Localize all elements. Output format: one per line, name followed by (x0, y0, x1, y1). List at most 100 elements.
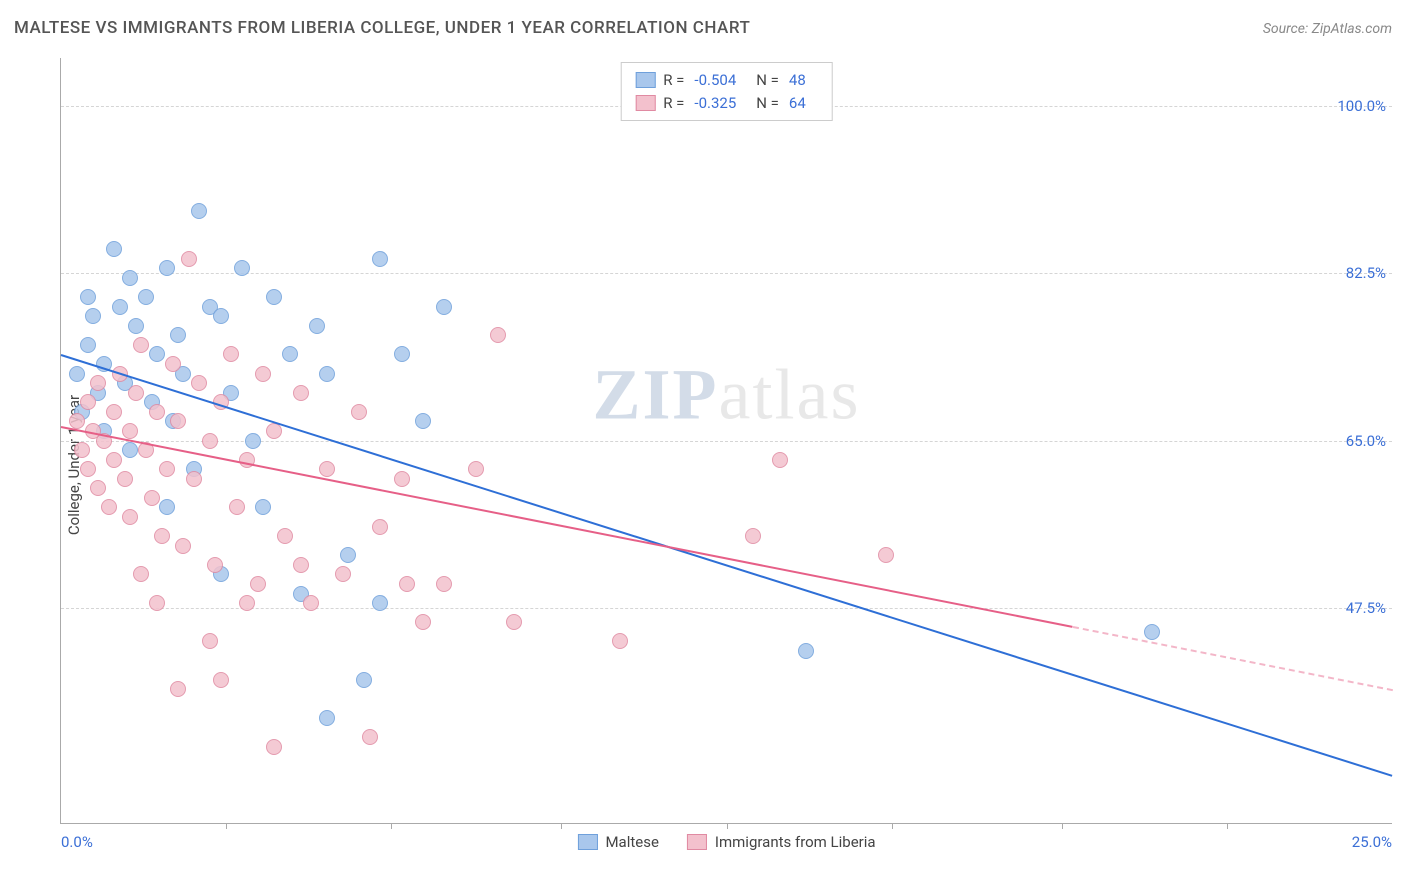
legend-series-label: Immigrants from Liberia (715, 833, 876, 851)
scatter-point (372, 595, 388, 611)
trend-line (61, 426, 1073, 628)
scatter-point (202, 433, 218, 449)
scatter-point (74, 442, 90, 458)
legend-stat-row: R = -0.504 N = 48 (635, 69, 818, 92)
scatter-point (149, 346, 165, 362)
scatter-point (436, 576, 452, 592)
scatter-point (436, 299, 452, 315)
gridline-h (61, 608, 1392, 609)
scatter-point (372, 519, 388, 535)
r-value: -0.325 (694, 92, 736, 115)
scatter-point (223, 346, 239, 362)
scatter-point (394, 346, 410, 362)
scatter-point (213, 308, 229, 324)
scatter-point (154, 528, 170, 544)
scatter-point (245, 433, 261, 449)
x-tick-mark (1062, 823, 1063, 829)
scatter-point (362, 729, 378, 745)
scatter-point (122, 509, 138, 525)
x-tick-mark (391, 823, 392, 829)
scatter-point (181, 251, 197, 267)
watermark-zip: ZIP (593, 354, 719, 434)
scatter-point (394, 471, 410, 487)
scatter-point (255, 366, 271, 382)
scatter-point (319, 366, 335, 382)
scatter-point (878, 547, 894, 563)
scatter-point (122, 423, 138, 439)
scatter-point (319, 461, 335, 477)
r-label: R = (663, 92, 684, 115)
scatter-point (106, 452, 122, 468)
scatter-point (468, 461, 484, 477)
scatter-point (772, 452, 788, 468)
r-label: R = (663, 69, 684, 92)
chart-container: College, Under 1 year ZIPatlas R =-0.504… (14, 58, 1392, 872)
scatter-point (798, 643, 814, 659)
n-value: 48 (789, 69, 806, 92)
scatter-point (234, 260, 250, 276)
scatter-point (335, 566, 351, 582)
scatter-point (159, 260, 175, 276)
scatter-point (490, 327, 506, 343)
scatter-point (149, 595, 165, 611)
watermark: ZIPatlas (593, 353, 861, 436)
legend-series-item: Immigrants from Liberia (687, 833, 876, 851)
scatter-point (266, 739, 282, 755)
scatter-point (202, 633, 218, 649)
scatter-point (106, 404, 122, 420)
x-tick-mark (561, 823, 562, 829)
scatter-point (282, 346, 298, 362)
trend-line (1072, 626, 1392, 691)
correlation-legend: R = -0.504 N = 48 R = -0.325 N = 64 (620, 62, 833, 121)
scatter-point (170, 681, 186, 697)
legend-swatch (635, 72, 655, 88)
legend-series-item: Maltese (577, 833, 658, 851)
scatter-point (266, 289, 282, 305)
scatter-point (85, 308, 101, 324)
x-tick-mark (226, 823, 227, 829)
scatter-point (372, 251, 388, 267)
scatter-point (165, 356, 181, 372)
scatter-point (69, 366, 85, 382)
scatter-point (138, 289, 154, 305)
scatter-point (255, 499, 271, 515)
watermark-atlas: atlas (719, 354, 861, 434)
scatter-point (612, 633, 628, 649)
scatter-point (106, 241, 122, 257)
gridline-h (61, 273, 1392, 274)
scatter-point (170, 327, 186, 343)
scatter-point (356, 672, 372, 688)
scatter-point (90, 480, 106, 496)
x-tick-mark (727, 823, 728, 829)
y-tick-label: 82.5% (1346, 264, 1386, 282)
scatter-point (351, 404, 367, 420)
n-label: N = (756, 92, 779, 115)
scatter-point (239, 595, 255, 611)
y-tick-label: 65.0% (1346, 432, 1386, 450)
legend-swatch (635, 95, 655, 111)
scatter-point (122, 442, 138, 458)
scatter-point (80, 394, 96, 410)
scatter-point (399, 576, 415, 592)
scatter-point (170, 413, 186, 429)
scatter-point (101, 499, 117, 515)
n-label: N = (756, 69, 779, 92)
scatter-point (303, 595, 319, 611)
plot-area: ZIPatlas R =-0.504N =48R =-0.325N =64 Ma… (60, 58, 1392, 824)
r-value: -0.504 (694, 69, 736, 92)
scatter-point (207, 557, 223, 573)
scatter-point (133, 337, 149, 353)
x-tick-mark (1227, 823, 1228, 829)
scatter-point (186, 471, 202, 487)
scatter-point (309, 318, 325, 334)
legend-series-label: Maltese (605, 833, 658, 851)
scatter-point (80, 337, 96, 353)
scatter-point (1144, 624, 1160, 640)
scatter-point (415, 413, 431, 429)
scatter-point (250, 576, 266, 592)
scatter-point (80, 461, 96, 477)
scatter-point (191, 203, 207, 219)
n-value: 64 (789, 92, 806, 115)
scatter-point (213, 672, 229, 688)
scatter-point (128, 318, 144, 334)
